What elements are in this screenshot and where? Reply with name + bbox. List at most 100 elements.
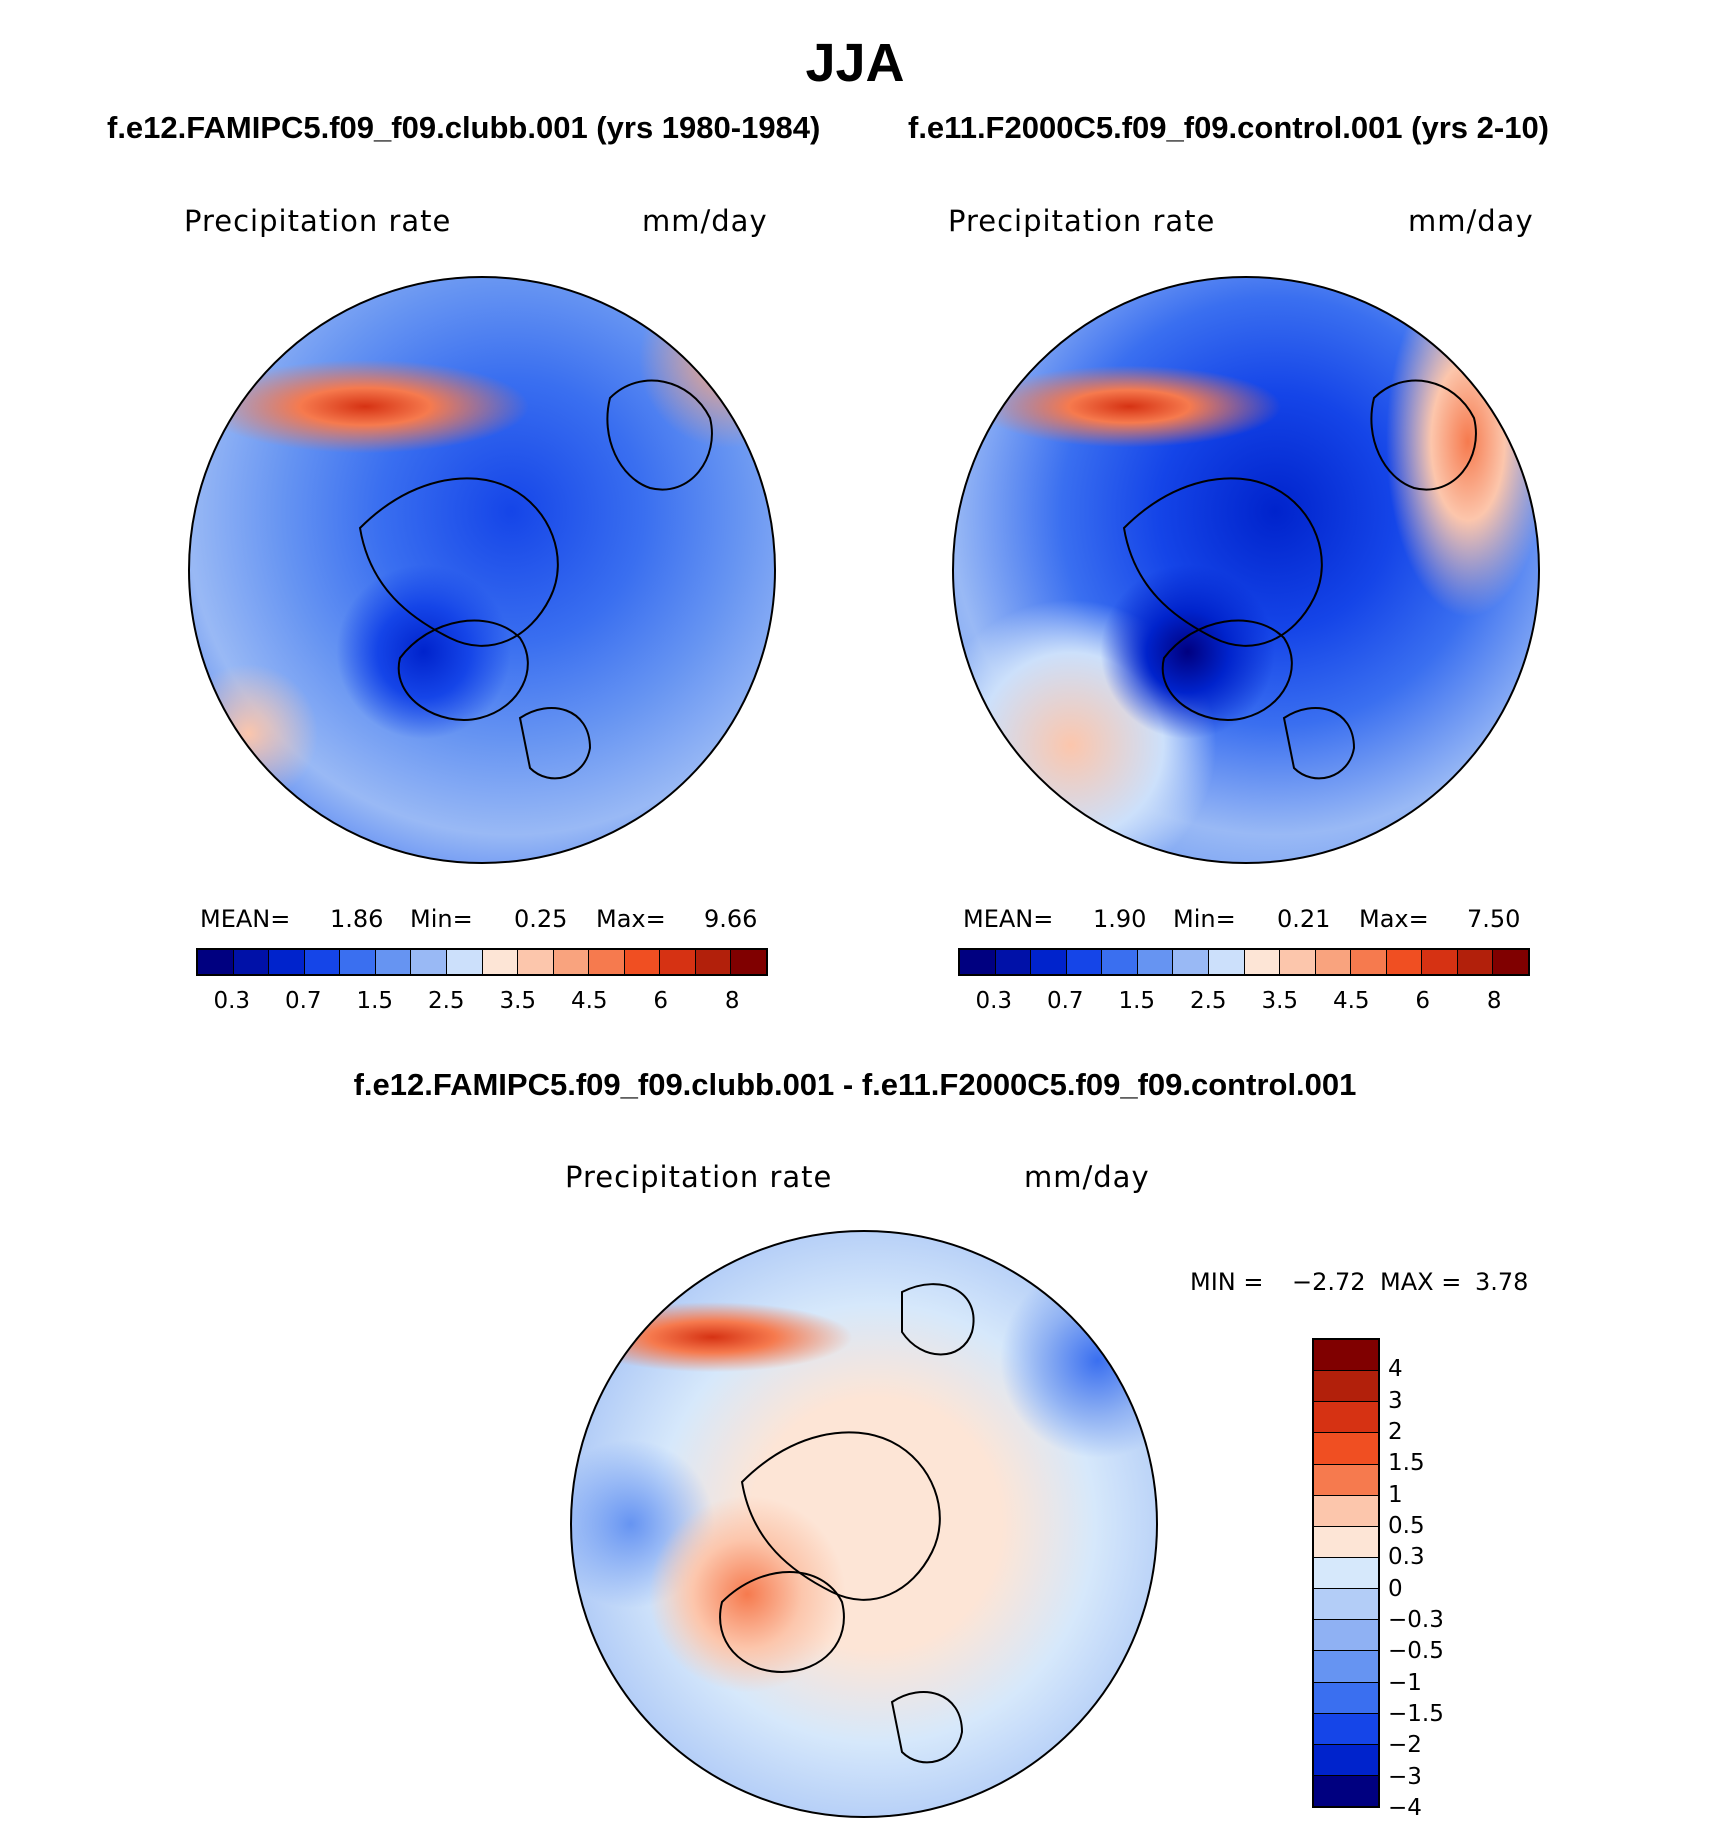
- left-colorbar-swatch: [411, 950, 447, 974]
- diff-colorbar-swatch: [1314, 1682, 1378, 1714]
- diff-colorbar-swatch: [1314, 1526, 1378, 1558]
- diff-colorbar-tick-label: 3: [1388, 1387, 1403, 1414]
- diff-colorbar-tick-label: 0.5: [1388, 1513, 1425, 1539]
- left-units-label: mm/day: [642, 204, 768, 238]
- left-colorbar-swatch: [660, 950, 696, 974]
- right-colorbar-tick-label: 4.5: [1332, 988, 1370, 1014]
- left-colorbar-tick-label: 2.5: [427, 988, 465, 1014]
- diff-panel-title: f.e12.FAMIPC5.f09_f09.clubb.001 - f.e11.…: [353, 1067, 1357, 1102]
- diff-colorbar-swatch: [1314, 1495, 1378, 1527]
- diff-colorbar-swatch: [1314, 1371, 1378, 1403]
- left-colorbar-tick-label: 4.5: [570, 988, 608, 1014]
- diff-colorbar-swatch: [1314, 1775, 1378, 1807]
- right-colorbar-ticks: 0.3 0.7 1.5 2.5 3.5 4.5 6 8: [958, 988, 1530, 1018]
- left-colorbar-tick-label: 6: [653, 988, 669, 1014]
- left-colorbar-tick-label: 1.5: [356, 988, 394, 1014]
- right-colorbar-swatch: [1173, 950, 1209, 974]
- left-colorbar-swatch: [589, 950, 625, 974]
- right-colorbar-tick-label: 0.7: [1046, 988, 1084, 1014]
- right-mean-label: MEAN=: [963, 905, 1054, 933]
- right-colorbar-swatch: [1422, 950, 1458, 974]
- left-colorbar-swatch: [233, 950, 270, 974]
- left-mean-value: 1.86: [330, 905, 384, 933]
- diff-colorbar-tick-label: 4: [1388, 1356, 1403, 1383]
- left-min-label: Min=: [410, 905, 473, 933]
- left-colorbar-swatch: [340, 950, 376, 974]
- diff-colorbar-swatch: [1314, 1713, 1378, 1745]
- left-colorbar-swatch: [624, 950, 661, 974]
- right-colorbar: [958, 948, 1530, 976]
- diff-min-label: MIN =: [1190, 1268, 1264, 1296]
- diff-colorbar-swatch: [1314, 1744, 1378, 1776]
- left-max-label: Max=: [596, 905, 666, 933]
- right-min-value: 0.21: [1277, 905, 1331, 933]
- right-units-label: mm/day: [1408, 204, 1534, 238]
- diff-colorbar-tick-label: −2: [1388, 1732, 1422, 1759]
- left-mean-label: MEAN=: [200, 905, 291, 933]
- left-colorbar-swatch: [731, 950, 766, 974]
- right-panel-title: f.e11.F2000C5.f09_f09.control.001 (yrs 2…: [908, 110, 1550, 145]
- left-variable-label: Precipitation rate: [184, 204, 452, 238]
- right-variable-label: Precipitation rate: [948, 204, 1216, 238]
- diff-colorbar-swatch: [1314, 1464, 1378, 1496]
- right-colorbar-swatch: [1031, 950, 1067, 974]
- left-colorbar-tick-label: 3.5: [499, 988, 537, 1014]
- diff-colorbar: [1312, 1338, 1380, 1808]
- right-colorbar-tick-label: 3.5: [1261, 988, 1299, 1014]
- diff-colorbar-tick-label: −4: [1388, 1795, 1422, 1821]
- diff-colorbar-swatch: [1314, 1402, 1378, 1434]
- diff-min-value: −2.72: [1292, 1268, 1366, 1296]
- right-colorbar-swatch: [1386, 950, 1423, 974]
- diff-colorbar-tick-label: 1: [1388, 1481, 1403, 1508]
- right-colorbar-swatch: [1066, 950, 1103, 974]
- left-colorbar-ticks: 0.3 0.7 1.5 2.5 3.5 4.5 6 8: [196, 988, 768, 1018]
- right-colorbar-swatch: [1102, 950, 1138, 974]
- right-min-label: Min=: [1173, 905, 1236, 933]
- figure-title: JJA: [805, 33, 905, 93]
- diff-colorbar-swatch: [1314, 1651, 1378, 1683]
- diff-colorbar-tick-label: 0.3: [1388, 1544, 1425, 1571]
- left-colorbar-tick-label: 0.3: [213, 988, 251, 1014]
- diff-colorbar-swatch: [1314, 1589, 1378, 1621]
- right-colorbar-tick-label: 2.5: [1189, 988, 1227, 1014]
- left-coastlines: [358, 379, 713, 780]
- diff-colorbar-tick-label: 2: [1388, 1419, 1403, 1445]
- left-colorbar-swatch: [482, 950, 519, 974]
- right-colorbar-swatch: [1244, 950, 1281, 974]
- right-max-value: 7.50: [1467, 905, 1521, 933]
- left-colorbar-swatch: [198, 950, 234, 974]
- right-colorbar-swatch: [1208, 950, 1245, 974]
- diff-colorbar-tick-label: −0.3: [1388, 1607, 1444, 1633]
- right-colorbar-swatch: [1493, 950, 1528, 974]
- left-colorbar: [196, 948, 768, 976]
- diff-colorbar-ticks: 4 3 2 1.5 1 0.5 0.3 0 −0.3 −0.5 −1 −1.5 −2 −3 −4: [1388, 1338, 1478, 1821]
- left-colorbar-swatch: [446, 950, 483, 974]
- diff-colorbar-tick-label: −0.5: [1388, 1638, 1444, 1665]
- right-colorbar-swatch: [1315, 950, 1352, 974]
- left-polar-map: [188, 276, 776, 864]
- right-mean-value: 1.90: [1093, 905, 1147, 933]
- right-colorbar-tick-label: 0.3: [975, 988, 1013, 1014]
- diff-coastlines: [719, 1283, 975, 1764]
- diff-max-label: MAX =: [1380, 1268, 1462, 1296]
- right-colorbar-swatch: [1457, 950, 1494, 974]
- diff-colorbar-swatch: [1314, 1433, 1378, 1465]
- right-colorbar-swatch: [1351, 950, 1387, 974]
- left-colorbar-swatch: [518, 950, 554, 974]
- diff-units-label: mm/day: [1024, 1160, 1150, 1194]
- right-colorbar-swatch: [960, 950, 996, 974]
- diff-colorbar-tick-label: −1.5: [1388, 1701, 1444, 1727]
- diff-colorbar-tick-label: −3: [1388, 1763, 1422, 1790]
- left-colorbar-swatch: [304, 950, 341, 974]
- diff-colorbar-swatch: [1314, 1340, 1378, 1372]
- left-colorbar-swatch: [269, 950, 305, 974]
- left-panel-title: f.e12.FAMIPC5.f09_f09.clubb.001 (yrs 198…: [107, 110, 821, 145]
- left-min-value: 0.25: [514, 905, 568, 933]
- left-colorbar-tick-label: 0.7: [284, 988, 322, 1014]
- diff-colorbar-tick-label: 0: [1388, 1575, 1403, 1602]
- left-max-value: 9.66: [704, 905, 758, 933]
- left-colorbar-tick-label: 8: [724, 988, 740, 1014]
- right-colorbar-tick-label: 8: [1486, 988, 1502, 1014]
- left-colorbar-swatch: [695, 950, 732, 974]
- left-colorbar-swatch: [553, 950, 590, 974]
